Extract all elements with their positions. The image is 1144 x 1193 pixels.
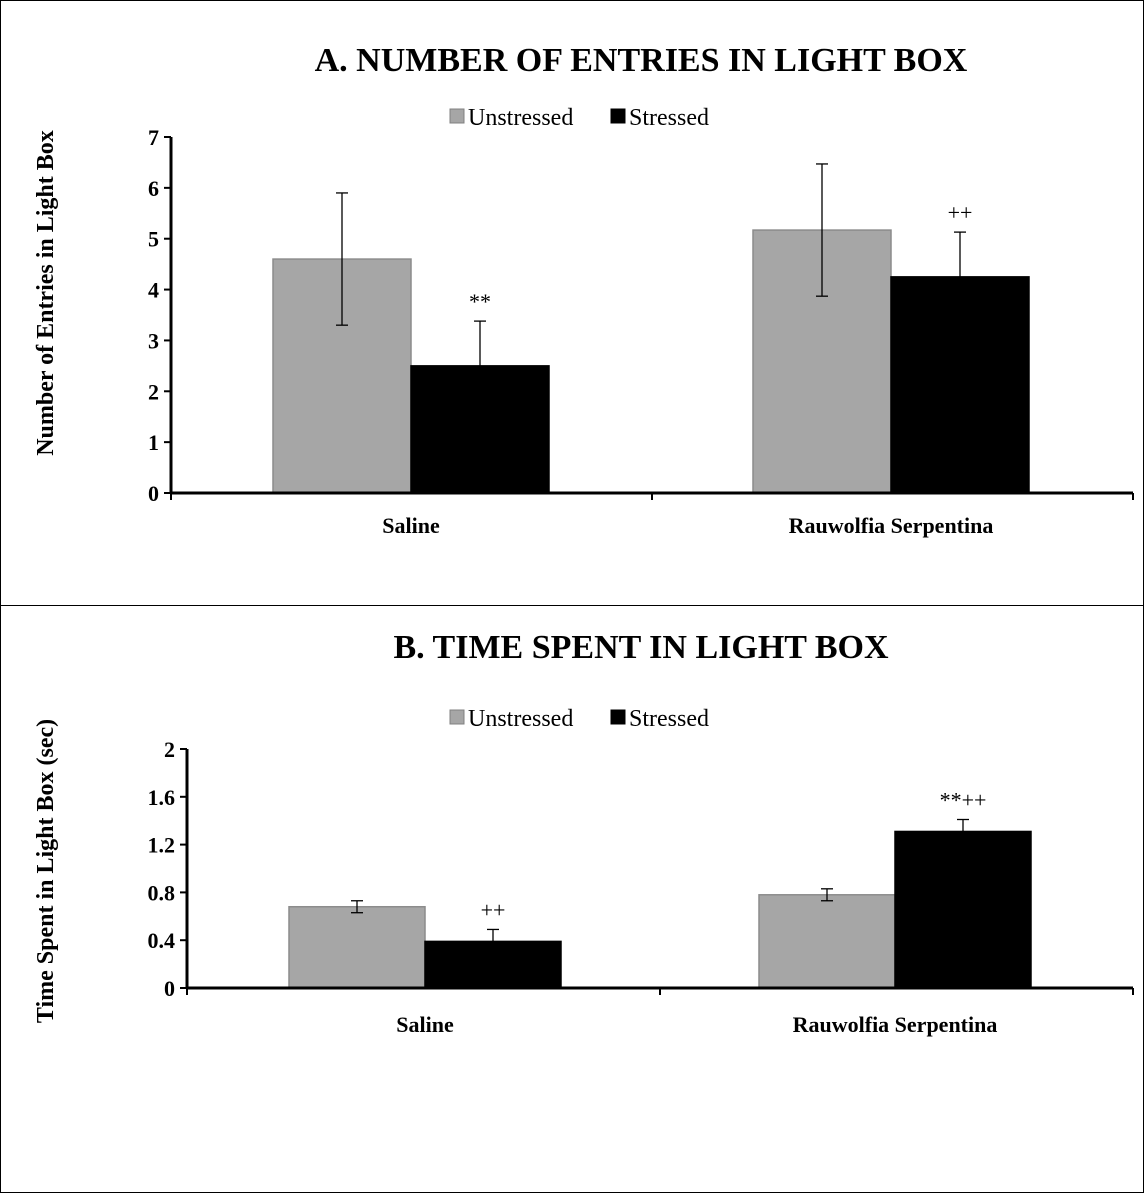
y-tick-label-1: 0.4 [148,928,176,953]
category-label-1: Rauwolfia Serpentina [793,1012,998,1037]
category-label-1: Rauwolfia Serpentina [789,513,994,538]
legend-label-unstressed: Unstressed [468,706,573,732]
y-tick-label-4: 4 [148,278,159,303]
y-tick-label-2: 2 [148,379,159,404]
category-label-0: Saline [396,1012,454,1037]
y-tick-label-3: 3 [148,328,159,353]
y-axis-label: Number of Entries in Light Box [33,130,59,456]
bar-unstressed-rauwolfia [758,894,896,989]
y-tick-label-2: 0.8 [148,880,176,905]
y-tick-label-0: 0 [148,481,159,506]
y-axis-label: Time Spent in Light Box (sec) [33,719,59,1023]
y-tick-label-0: 0 [164,976,175,1001]
legend-swatch-unstressed [449,108,465,124]
chart-title: A. NUMBER OF ENTRIES IN LIGHT BOX [315,42,968,79]
significance-annotation-1: **++ [940,788,987,813]
legend-swatch-stressed [610,709,626,725]
significance-annotation-1: ++ [948,200,973,225]
chart-a: A. NUMBER OF ENTRIES IN LIGHT BOX Unstres… [33,42,1134,538]
chart-panel-a: A. NUMBER OF ENTRIES IN LIGHT BOX Unstres… [0,0,1144,606]
legend-label-stressed: Stressed [629,105,709,131]
category-label-0: Saline [382,513,440,538]
legend-label-unstressed: Unstressed [468,105,573,131]
legend-swatch-unstressed [449,709,465,725]
significance-annotation-0: ** [469,289,491,314]
y-tick-label-6: 6 [148,176,159,201]
chart-title: B. TIME SPENT IN LIGHT BOX [393,629,888,666]
y-tick-label-4: 1.6 [148,785,176,810]
y-tick-label-1: 1 [148,430,159,455]
bar-stressed-rauwolfia [894,830,1032,989]
y-tick-label-5: 2 [164,737,175,762]
significance-annotation-0: ++ [481,897,506,922]
chart-b: B. TIME SPENT IN LIGHT BOX Unstressed Stre… [33,629,1134,1037]
y-tick-label-5: 5 [148,227,159,252]
bar-unstressed-saline [288,905,426,989]
y-tick-label-3: 1.2 [148,833,176,858]
legend-label-stressed: Stressed [629,706,709,732]
legend-swatch-stressed [610,108,626,124]
y-tick-label-7: 7 [148,125,159,150]
chart-panel-b: B. TIME SPENT IN LIGHT BOX Unstressed Stre… [0,605,1144,1193]
